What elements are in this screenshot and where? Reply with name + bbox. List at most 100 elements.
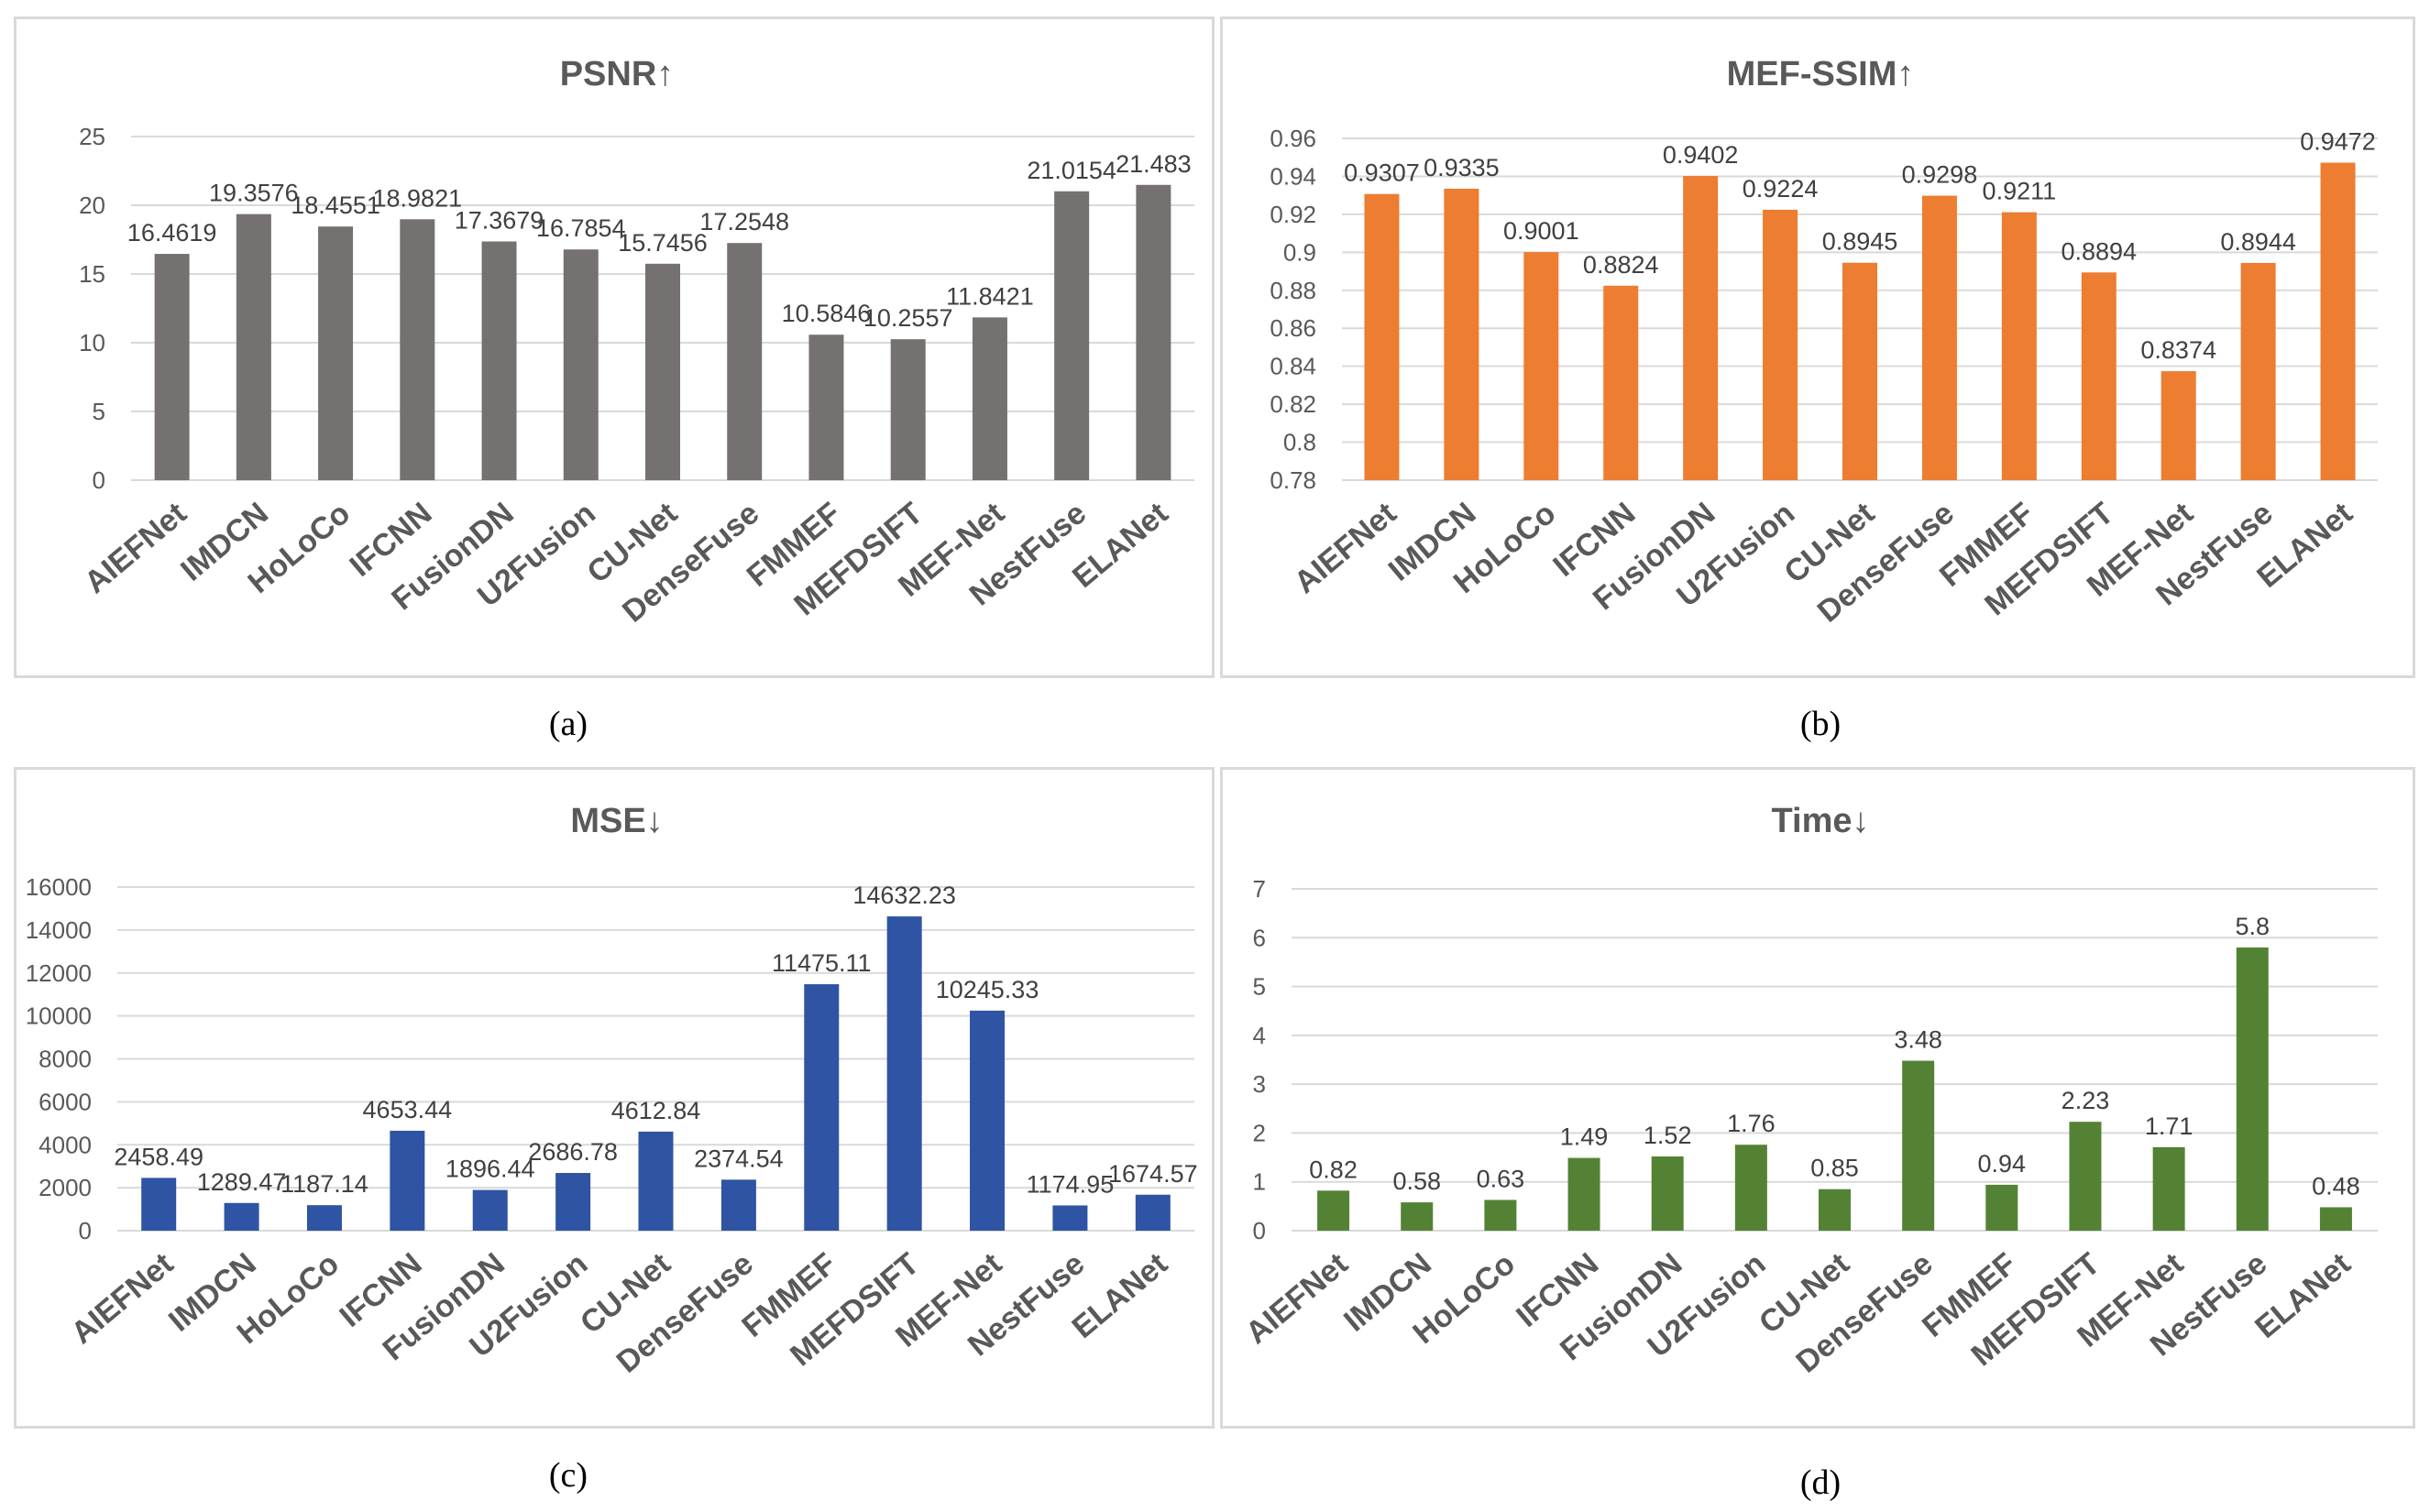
bar-aiefnet [154,254,190,480]
y-tick-label: 0.8 [1283,429,1316,456]
bar-elanet [2320,162,2356,480]
data-label-fmmef: 11475.11 [772,949,872,977]
category-label-elanet: ELANet [1065,1246,1173,1345]
y-tick-label: 0 [1253,1217,1266,1244]
data-label-mef-net: 11.8421 [946,282,1034,310]
data-label-densefuse: 17.2548 [699,208,789,236]
chart-svg-time: Time↓012345670.82AIEFNet0.58IMDCN0.63HoL… [1239,802,2378,1380]
data-label-mefdsift: 14632.23 [852,882,956,909]
chart-svg-mse: MSE↓ 0 2000 4000 6000 8000 10000 12000 14000 1600… [26,802,1198,1380]
bar-densefuse [720,1179,756,1231]
data-label-fusiondn: 0.9402 [1663,141,1739,169]
bar-fusiondn [472,1189,508,1231]
y-tick-label: 5 [93,398,105,425]
data-label-ifcnn: 18.9821 [373,184,463,212]
caption-a: (a) [548,705,588,743]
data-label-cu-net: 15.7456 [618,229,708,257]
data-label-imdcn: 0.9335 [1424,154,1500,181]
bar-fmmef [2001,212,2037,481]
bar-elanet [1136,184,1171,480]
bar-ifcnn [390,1130,425,1231]
y-tick-label: 10 [79,329,105,356]
data-label-fmmef: 10.5846 [782,300,872,327]
chart-panel-mse: MSE↓ 0 2000 4000 6000 8000 10000 12000 14000 1600… [14,767,1215,1429]
data-label-mefdsift: 10.2557 [863,304,953,332]
data-label-nestfuse: 21.0154 [1027,157,1116,184]
y-tick-label: 2000 [38,1174,92,1201]
y-tick-label: 0.94 [1270,162,1316,190]
bar-densefuse [1921,195,1957,480]
data-label-imdcn: 19.3576 [209,180,299,207]
y-tick-label: 0.88 [1270,277,1316,304]
y-tick-label: 16000 [26,873,92,901]
data-label-u2fusion: 1.76 [1727,1110,1776,1137]
data-label-aiefnet: 2458.49 [114,1143,203,1170]
bar-holoco [1523,252,1559,480]
bar-imdcn [1401,1202,1434,1231]
data-label-mef-net: 10245.33 [936,976,1039,1003]
bar-cu-net [645,263,680,480]
category-label-aiefnet: AIEFNet [1288,496,1403,600]
bar-cu-net [1819,1189,1851,1231]
data-label-fmmef: 0.9211 [1983,178,2057,205]
data-label-u2fusion: 2686.78 [528,1138,618,1166]
bar-mef-net [970,1010,1006,1231]
data-label-elanet: 1674.57 [1108,1160,1198,1188]
bar-u2fusion [563,249,599,480]
bar-fusiondn [1683,176,1719,480]
data-label-elanet: 0.48 [2312,1172,2360,1200]
y-tick-label: 0.9 [1283,238,1316,266]
bar-imdcn [1444,188,1479,481]
y-tick-label: 8000 [38,1046,92,1073]
chart-svg-psnr: PSNR↑051015202516.4619AIEFNet19.3576IMDC… [78,55,1194,630]
data-label-elanet: 21.483 [1116,150,1192,178]
chart-title: PSNR↑ [560,55,675,93]
bar-elanet [2319,1207,2352,1231]
bar-cu-net [1842,262,1877,480]
bar-densefuse [1902,1060,1935,1231]
bar-fusiondn [1651,1156,1684,1231]
bar-mefdsift [886,916,922,1231]
y-tick-label: 6000 [38,1088,92,1115]
chart-svg-mef-ssim: MEF-SSIM↑ 0.78 0.8 0.82 0.84 0.86 0.88 0.9 0.92 0… [1270,55,2378,630]
y-tick-label: 0 [79,1217,92,1244]
bar-u2fusion [1734,1145,1767,1231]
category-label-elanet: ELANet [2249,1246,2357,1345]
y-tick-label: 10000 [26,1003,92,1030]
data-label-fmmef: 0.94 [1978,1150,2027,1178]
data-label-aiefnet: 0.82 [1309,1156,1358,1183]
bar-mef-net [972,317,1007,480]
data-label-holoco: 0.63 [1477,1165,1525,1192]
y-tick-label: 0.78 [1270,466,1316,494]
data-label-cu-net: 4612.84 [611,1097,701,1124]
bar-fmmef [1985,1184,2018,1231]
data-label-ifcnn: 1.49 [1560,1123,1609,1151]
y-tick-label: 0.84 [1270,353,1316,380]
bar-imdcn [224,1202,259,1231]
y-tick-label: 0.82 [1270,390,1316,418]
y-tick-label: 12000 [26,959,92,987]
bar-densefuse [727,243,763,480]
data-label-cu-net: 0.85 [1810,1155,1859,1182]
bar-mefdsift [2081,272,2117,480]
category-label-aiefnet: AIEFNet [1239,1246,1355,1351]
bar-holoco [1484,1200,1517,1231]
y-tick-label: 15 [79,260,105,288]
bar-nestfuse [1052,1205,1088,1231]
data-label-ifcnn: 4653.44 [363,1096,453,1123]
data-label-mefdsift: 0.8894 [2061,237,2137,265]
y-tick-label: 1 [1253,1168,1266,1196]
bar-aiefnet [141,1178,177,1231]
chart-title: Time↓ [1771,802,1869,840]
bar-mef-net [2152,1146,2185,1231]
bar-holoco [306,1205,342,1231]
y-tick-label: 20 [79,192,105,219]
data-label-mef-net: 1.71 [2145,1112,2194,1140]
data-label-nestfuse: 1174.95 [1027,1170,1115,1198]
data-label-densefuse: 3.48 [1894,1026,1942,1054]
data-label-fusiondn: 1.52 [1644,1122,1692,1149]
y-tick-label: 5 [1253,973,1266,1001]
y-tick-label: 3 [1253,1070,1266,1098]
data-label-fusiondn: 17.3679 [455,206,544,234]
bar-cu-net [638,1131,674,1231]
